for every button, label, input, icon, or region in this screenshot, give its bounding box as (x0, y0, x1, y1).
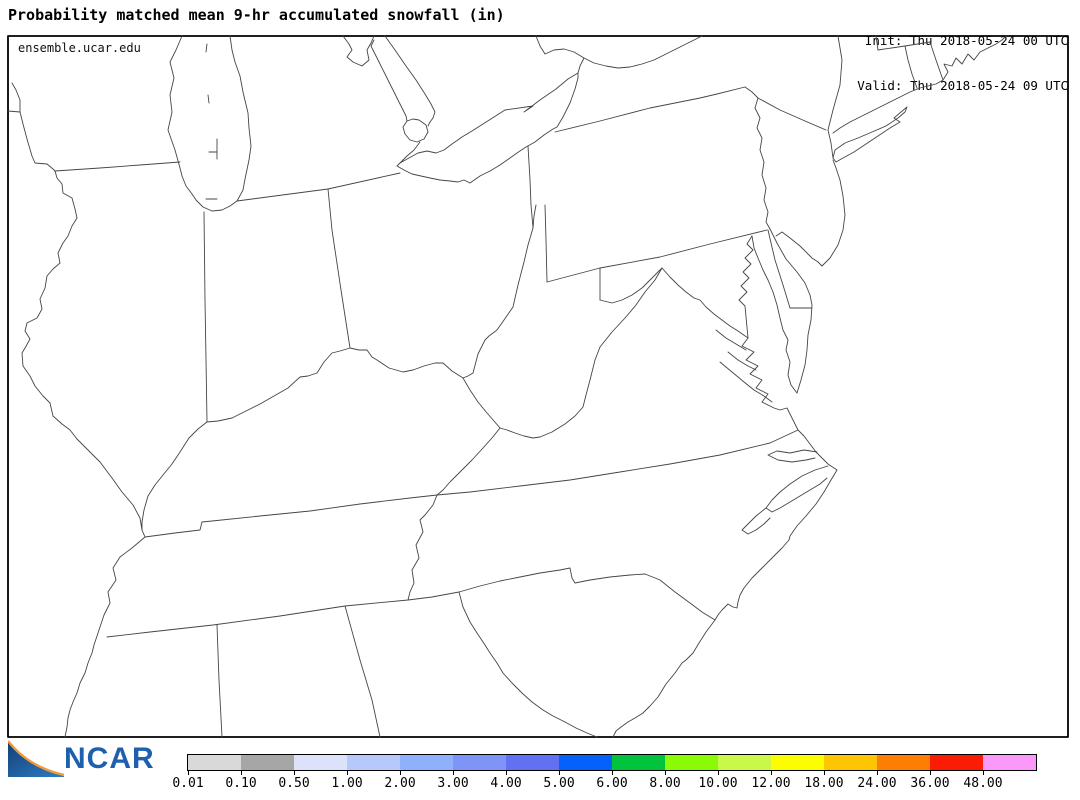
colorbar-label: 0.50 (278, 776, 310, 791)
plot-title: Probability matched mean 9-hr accumulate… (8, 6, 505, 24)
colorbar-segment (188, 755, 241, 770)
colorbar-tick (930, 770, 931, 775)
colorbar-tick (400, 770, 401, 775)
colorbar-tick (612, 770, 613, 775)
colorbar-segment (665, 755, 718, 770)
colorbar-segment (453, 755, 506, 770)
colorbar (187, 754, 1037, 771)
ncar-wordmark: NCAR (64, 742, 155, 775)
colorbar-segment (241, 755, 294, 770)
colorbar-label: 6.00 (596, 776, 628, 791)
valid-time: Valid: Thu 2018-05-24 09 UTC (857, 78, 1068, 93)
colorbar-label: 3.00 (437, 776, 469, 791)
colorbar-tick (453, 770, 454, 775)
colorbar-segment (930, 755, 983, 770)
colorbar-tick (506, 770, 507, 775)
ncar-swoosh-icon (7, 740, 65, 777)
colorbar-segment (612, 755, 665, 770)
colorbar-tick (718, 770, 719, 775)
colorbar-segment (771, 755, 824, 770)
atlantic-coastline (612, 159, 846, 738)
colorbar-tick (983, 770, 984, 775)
colorbar-tick (347, 770, 348, 775)
northeast-lines (827, 35, 1007, 163)
colorbar-label: 5.00 (543, 776, 575, 791)
colorbar-segment (983, 755, 1036, 770)
colorbar-label: 24.00 (857, 776, 897, 791)
colorbar-segment (718, 755, 771, 770)
colorbar-segment (347, 755, 400, 770)
colorbar-segment (400, 755, 453, 770)
colorbar-label: 18.00 (804, 776, 844, 791)
colorbar-tick (294, 770, 295, 775)
great-lakes (167, 35, 703, 212)
colorbar-segment (824, 755, 877, 770)
map-frame (7, 35, 1069, 738)
colorbar-segment (506, 755, 559, 770)
colorbar-segment (877, 755, 930, 770)
colorbar-label: 0.10 (225, 776, 257, 791)
site-url: ensemble.ucar.edu (18, 41, 141, 55)
colorbar-tick (665, 770, 666, 775)
colorbar-label: 8.00 (649, 776, 681, 791)
colorbar-label: 36.00 (910, 776, 950, 791)
colorbar-label: 12.00 (751, 776, 791, 791)
ncar-logo: NCAR (7, 740, 178, 796)
colorbar-label: 4.00 (490, 776, 522, 791)
colorbar-segments (188, 755, 1036, 770)
colorbar-tick (771, 770, 772, 775)
colorbar-tick (559, 770, 560, 775)
colorbar-label: 48.00 (963, 776, 1003, 791)
colorbar-tick (877, 770, 878, 775)
colorbar-tick (824, 770, 825, 775)
colorbar-label: 0.01 (172, 776, 204, 791)
colorbar-tick (241, 770, 242, 775)
colorbar-segment (559, 755, 612, 770)
state-boundaries (7, 82, 827, 738)
colorbar-tick (188, 770, 189, 775)
colorbar-segment (294, 755, 347, 770)
colorbar-label: 1.00 (331, 776, 363, 791)
colorbar-label: 2.00 (384, 776, 416, 791)
colorbar-label: 10.00 (698, 776, 738, 791)
